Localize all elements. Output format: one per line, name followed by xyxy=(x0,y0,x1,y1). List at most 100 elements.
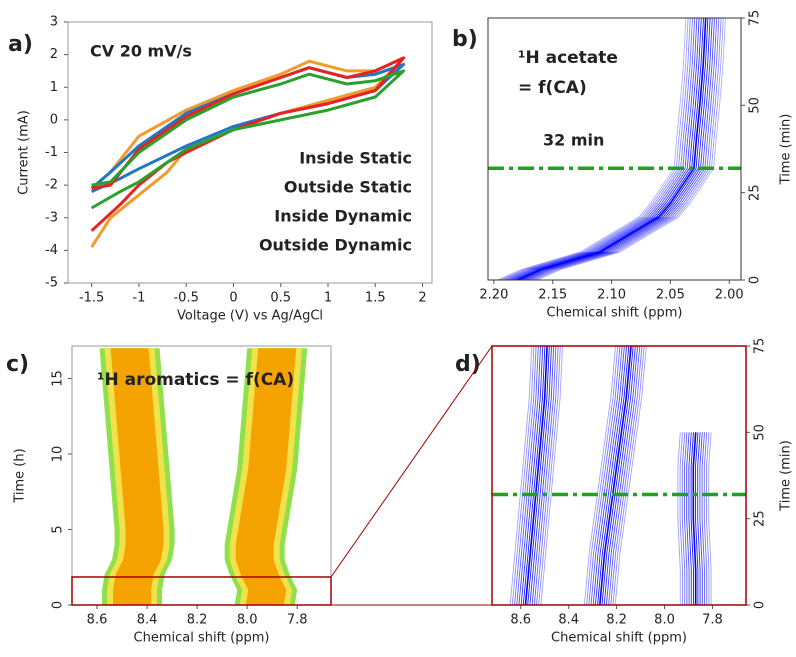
x-tick-label: 2.15 xyxy=(538,288,567,303)
y-tick-label: 5 xyxy=(51,525,66,533)
x-tick-label: 8.4 xyxy=(558,613,579,628)
x-tick-label: 8.6 xyxy=(510,613,531,628)
y-tick-label: 75 xyxy=(748,10,763,27)
y-tick-label: -3 xyxy=(45,210,58,225)
plot-frame xyxy=(487,17,742,281)
contour-line xyxy=(532,18,722,280)
y-axis-label: Time (min) xyxy=(779,114,794,186)
contour-line xyxy=(527,346,550,605)
contour-line xyxy=(692,432,697,605)
x-tick-label: 8.6 xyxy=(87,613,108,628)
y-axis-label: Current (mA) xyxy=(17,110,32,195)
contour-line xyxy=(690,432,694,605)
contour-line xyxy=(522,346,546,605)
contour-line xyxy=(517,18,707,280)
contour-line xyxy=(501,18,691,280)
x-axis-label: Chemical shift (ppm) xyxy=(551,631,687,646)
contour-line xyxy=(590,346,623,605)
y-tick-label: 1 xyxy=(50,80,58,95)
plot-area xyxy=(509,346,712,605)
y-tick-label: 0 xyxy=(748,276,763,284)
x-tick-label: 0 xyxy=(229,291,237,306)
x-tick-label: 7.8 xyxy=(287,613,308,628)
legend-entry: Inside Dynamic xyxy=(274,207,412,226)
contour-line xyxy=(516,346,539,605)
intensity-band xyxy=(110,348,164,605)
panel-label: a) xyxy=(8,32,33,57)
contour-line xyxy=(583,346,617,605)
y-tick-label: 10 xyxy=(51,446,66,463)
y-tick-label: -4 xyxy=(45,243,58,258)
y-tick-label: -1 xyxy=(45,145,58,160)
x-tick-label: 2.20 xyxy=(479,288,508,303)
contour-line xyxy=(605,346,639,605)
contour-line xyxy=(614,346,647,605)
x-tick-label: 2.00 xyxy=(715,288,744,303)
x-tick-label: 8.0 xyxy=(237,613,258,628)
contour-line xyxy=(504,18,693,280)
contour-line xyxy=(529,346,552,605)
y-tick-label: 3 xyxy=(50,15,58,30)
y-axis-label: Time (min) xyxy=(779,440,794,512)
x-axis-label: Chemical shift (ppm) xyxy=(547,306,683,321)
plot-area xyxy=(497,18,726,280)
contour-line xyxy=(524,346,548,605)
x-tick-label: 1 xyxy=(324,291,332,306)
x-tick-label: 2.10 xyxy=(597,288,626,303)
panel-label: b) xyxy=(452,27,478,52)
chart-title: ¹H acetate xyxy=(518,48,618,68)
chart-title: = f(CA) xyxy=(518,78,587,98)
y-tick-label: 75 xyxy=(753,338,768,355)
contour-line xyxy=(530,18,720,280)
contour-line xyxy=(518,346,541,605)
contour-line xyxy=(523,18,713,280)
legend-entry: Outside Dynamic xyxy=(259,236,412,255)
contour-line xyxy=(528,18,718,280)
panel-label: d) xyxy=(455,352,481,377)
plot-frame xyxy=(67,21,433,284)
x-tick-label: -1 xyxy=(132,291,145,306)
contour-line xyxy=(688,432,692,605)
contour-line xyxy=(521,18,711,280)
contour-line xyxy=(594,346,628,605)
y-tick-label: 25 xyxy=(748,184,763,201)
contour-line xyxy=(511,346,535,605)
contour-line xyxy=(512,18,702,280)
contour-line xyxy=(610,346,643,605)
contour-line xyxy=(703,432,708,605)
contour-line xyxy=(537,18,726,280)
x-tick-label: 0.5 xyxy=(270,291,291,306)
x-tick-label: 7.8 xyxy=(702,613,723,628)
contour-line xyxy=(509,346,533,605)
contour-line xyxy=(533,346,557,605)
contour-line xyxy=(601,346,634,605)
x-tick-label: 2 xyxy=(418,291,426,306)
y-tick-label: 25 xyxy=(753,510,768,527)
zoom-box xyxy=(71,576,332,606)
contour-line xyxy=(497,18,687,280)
x-tick-label: 8.0 xyxy=(654,613,675,628)
contour-line xyxy=(603,346,636,605)
contour-line xyxy=(599,346,632,605)
intensity-band xyxy=(235,348,297,605)
x-tick-label: 1.5 xyxy=(365,291,386,306)
cv-curve xyxy=(90,62,406,194)
contour-line xyxy=(514,346,537,605)
contour-line xyxy=(597,346,630,605)
contour-line xyxy=(510,18,700,280)
y-tick-label: 2 xyxy=(50,47,58,62)
contour-line xyxy=(536,346,559,605)
contour-line xyxy=(508,18,698,280)
contour-line xyxy=(499,18,689,280)
contour-line xyxy=(695,432,699,605)
x-tick-label: 8.2 xyxy=(187,613,208,628)
contour-line xyxy=(534,18,724,280)
chart-title: ¹H aromatics = f(CA) xyxy=(97,370,294,390)
contour-line xyxy=(679,432,683,605)
x-tick-label: 8.4 xyxy=(137,613,158,628)
marker-label: 32 min xyxy=(543,131,604,150)
contour-line xyxy=(538,346,561,605)
legend-entry: Outside Static xyxy=(284,178,412,197)
contour-line xyxy=(706,432,710,605)
